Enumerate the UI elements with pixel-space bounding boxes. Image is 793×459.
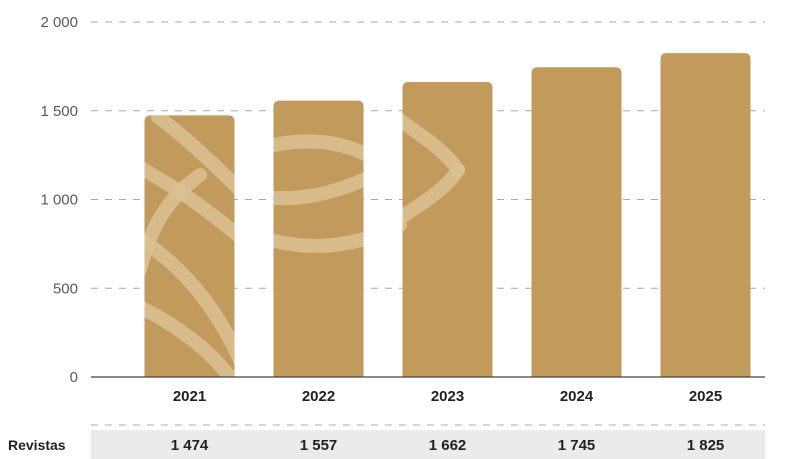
bars xyxy=(144,53,751,378)
x-axis-labels: 2021 2022 2023 2024 2025 xyxy=(173,388,722,405)
table-cell-value: 1 825 xyxy=(687,437,725,454)
bar-2023 xyxy=(402,81,493,378)
data-table: Revistas 1 474 1 557 1 662 1 745 1 825 xyxy=(8,424,765,459)
x-tick-label: 2025 xyxy=(689,388,722,405)
table-cell-value: 1 557 xyxy=(300,437,338,454)
y-tick-label: 1 000 xyxy=(40,192,78,209)
table-row-background xyxy=(91,430,765,459)
table-cell-value: 1 474 xyxy=(171,437,209,454)
x-tick-label: 2021 xyxy=(173,388,206,405)
decorative-arc xyxy=(144,293,237,378)
bar-2025 xyxy=(660,53,751,377)
decorative-arc xyxy=(393,163,465,225)
y-tick-label: 0 xyxy=(70,369,78,386)
decorative-arc xyxy=(144,168,207,277)
bar-2022 xyxy=(273,100,364,377)
y-tick-label: 2 000 xyxy=(40,14,78,31)
x-tick-label: 2024 xyxy=(560,388,594,405)
bar-2024 xyxy=(531,67,622,377)
y-tick-label: 1 500 xyxy=(40,103,78,120)
table-cell-value: 1 745 xyxy=(558,437,596,454)
y-axis-ticks: 0 500 1 000 1 500 2 000 xyxy=(40,14,78,386)
table-row-label: Revistas xyxy=(8,437,66,453)
x-tick-label: 2022 xyxy=(302,388,335,405)
x-tick-label: 2023 xyxy=(431,388,464,405)
y-tick-label: 500 xyxy=(53,280,78,297)
table-cell-value: 1 662 xyxy=(429,437,467,454)
